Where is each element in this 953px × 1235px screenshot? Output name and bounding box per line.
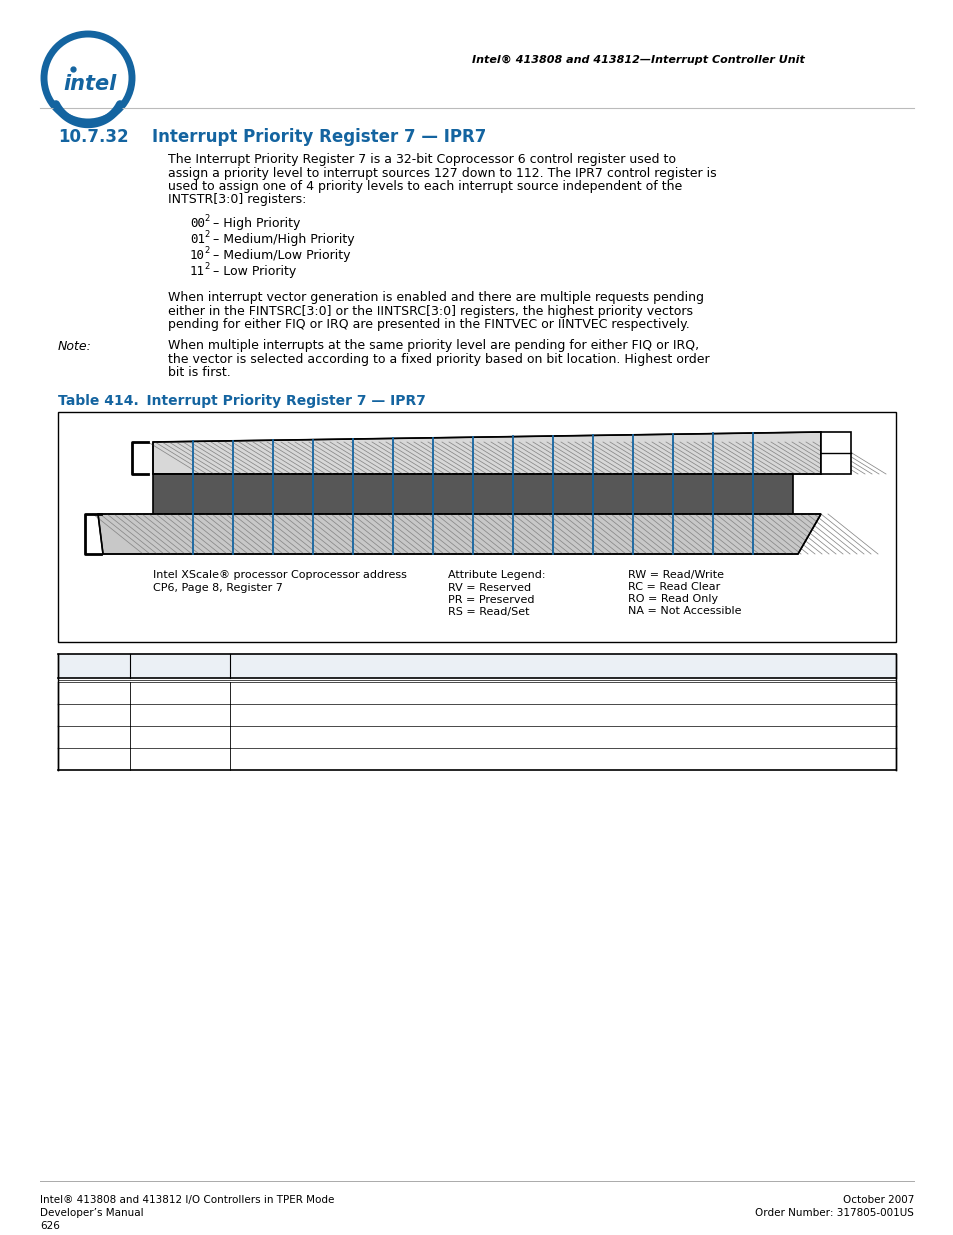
Text: 2: 2 (204, 230, 209, 240)
Text: either in the FINTSRC[3:0] or the IINTSRC[3:0] registers, the highest priority v: either in the FINTSRC[3:0] or the IINTSR… (168, 305, 692, 317)
Bar (58, 412, 895, 642)
Text: – Low Priority: – Low Priority (209, 266, 296, 278)
Bar (58, 704, 895, 726)
Text: The Interrupt Priority Register 7 is a 32-bit Coprocessor 6 control register use: The Interrupt Priority Register 7 is a 3… (168, 153, 676, 165)
Text: NA = Not Accessible: NA = Not Accessible (627, 606, 740, 616)
Bar (821, 432, 850, 474)
Text: 2: 2 (187, 757, 193, 767)
Text: 01: 01 (190, 233, 205, 246)
Text: Order Number: 317805-001US: Order Number: 317805-001US (755, 1208, 913, 1218)
Bar (58, 682, 895, 704)
Text: 01:00: 01:00 (76, 752, 112, 766)
Text: Intel® 413808 and 413812—Interrupt Controller Unit: Intel® 413808 and 413812—Interrupt Contr… (472, 56, 804, 65)
Text: intel: intel (63, 74, 116, 94)
Text: 10: 10 (190, 249, 205, 262)
Text: 2: 2 (204, 214, 209, 224)
Text: pending for either FIQ or IRQ are presented in the FINTVEC or IINTVEC respective: pending for either FIQ or IRQ are presen… (168, 317, 689, 331)
Text: – High Priority: – High Priority (209, 217, 300, 230)
Text: Attribute Legend:: Attribute Legend: (448, 571, 545, 580)
Text: CP6, Page 8, Register 7: CP6, Page 8, Register 7 (152, 583, 283, 593)
Text: 03:02: 03:02 (76, 730, 112, 743)
Text: TPMI MSI-X Table Write Interrupt Priority.: TPMI MSI-X Table Write Interrupt Priorit… (235, 752, 487, 766)
Text: PR = Preserved: PR = Preserved (448, 595, 534, 605)
Text: 2: 2 (187, 736, 193, 745)
Text: Table 414.: Table 414. (58, 394, 138, 408)
Text: bit is first.: bit is first. (168, 367, 231, 379)
Text: Inbound MSI Interrupt Priority.: Inbound MSI Interrupt Priority. (235, 730, 422, 743)
Text: Note:: Note: (58, 340, 91, 352)
Text: the vector is selected according to a fixed priority based on bit location. High: the vector is selected according to a fi… (168, 353, 709, 366)
Text: used to assign one of 4 priority levels to each interrupt source independent of : used to assign one of 4 priority levels … (168, 180, 681, 193)
Text: 2: 2 (204, 246, 209, 254)
Bar (58, 748, 895, 769)
Text: RW = Read/Write: RW = Read/Write (627, 571, 723, 580)
Text: 00: 00 (190, 217, 205, 230)
Text: RO = Read Only: RO = Read Only (627, 594, 718, 604)
Text: 10.7.32: 10.7.32 (58, 128, 129, 146)
Text: 29:04: 29:04 (76, 709, 112, 721)
Text: – Medium/Low Priority: – Medium/Low Priority (209, 249, 350, 262)
Text: RC = Read Clear: RC = Read Clear (627, 582, 720, 592)
Text: RS = Read/Set: RS = Read/Set (448, 606, 529, 618)
Text: 00: 00 (169, 687, 183, 699)
Text: October 2007: October 2007 (841, 1195, 913, 1205)
Text: When interrupt vector generation is enabled and there are multiple requests pend: When interrupt vector generation is enab… (168, 291, 703, 304)
Text: 00: 00 (169, 752, 183, 766)
Bar (58, 655, 895, 678)
Text: 2: 2 (204, 262, 209, 270)
Text: Developer’s Manual: Developer’s Manual (40, 1208, 144, 1218)
Text: 11: 11 (190, 266, 205, 278)
Text: 31:30: 31:30 (76, 687, 112, 699)
Text: Bit: Bit (84, 659, 104, 673)
Text: 0000 0000H: 0000 0000H (141, 709, 218, 721)
Text: – Medium/High Priority: – Medium/High Priority (209, 233, 355, 246)
Text: When multiple interrupts at the same priority level are pending for either FIQ o: When multiple interrupts at the same pri… (168, 340, 699, 352)
Text: 626: 626 (40, 1221, 60, 1231)
Polygon shape (98, 514, 821, 555)
Bar (152, 474, 792, 514)
Text: 2: 2 (187, 692, 193, 700)
Bar (58, 726, 895, 748)
Text: Interrupt Priority Register 7 — IPR7: Interrupt Priority Register 7 — IPR7 (152, 128, 486, 146)
Text: Intel® 413808 and 413812 I/O Controllers in TPER Mode: Intel® 413808 and 413812 I/O Controllers… (40, 1195, 334, 1205)
Text: INTSTR[3:0] registers:: INTSTR[3:0] registers: (168, 194, 306, 206)
Text: Intel XScale® processor Coprocessor address: Intel XScale® processor Coprocessor addr… (152, 571, 406, 580)
Text: 00: 00 (169, 730, 183, 743)
Text: RV = Reserved: RV = Reserved (448, 583, 531, 593)
Text: Description: Description (522, 659, 602, 673)
Text: HPI Interrupt Priority: HPI Interrupt Priority (235, 687, 363, 699)
Text: Interrupt Priority Register 7 — IPR7: Interrupt Priority Register 7 — IPR7 (127, 394, 425, 408)
Text: Default: Default (154, 659, 206, 673)
Polygon shape (152, 432, 821, 474)
Text: assign a priority level to interrupt sources 127 down to 112. The IPR7 control r: assign a priority level to interrupt sou… (168, 167, 716, 179)
Text: Reserved.: Reserved. (235, 709, 298, 721)
